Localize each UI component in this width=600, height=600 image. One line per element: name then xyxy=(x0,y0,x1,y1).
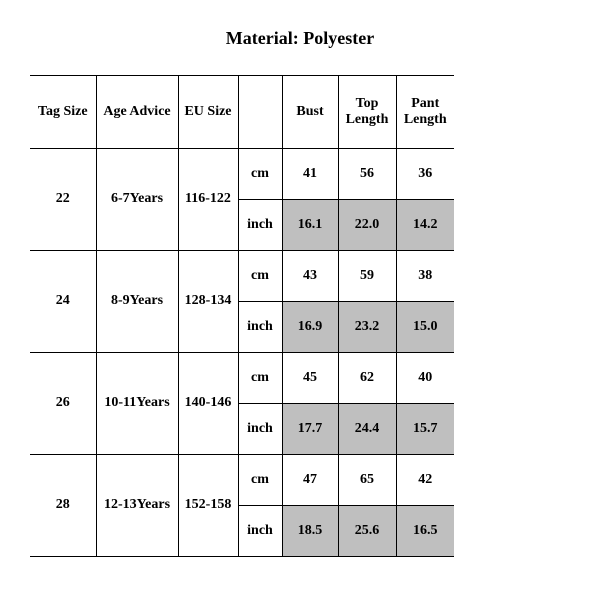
cell-unit-cm: cm xyxy=(238,251,282,302)
cell-unit-inch: inch xyxy=(238,302,282,353)
cell-tag-size: 24 xyxy=(30,251,96,353)
cell-unit-inch: inch xyxy=(238,506,282,557)
cell-eu-size: 128-134 xyxy=(178,251,238,353)
col-tag-size: Tag Size xyxy=(30,76,96,149)
cell-top: 24.4 xyxy=(338,404,396,455)
cell-bust: 47 xyxy=(282,455,338,506)
table-row: 24 8-9Years 128-134 cm 43 59 38 xyxy=(30,251,454,302)
cell-pant: 15.7 xyxy=(396,404,454,455)
cell-unit-cm: cm xyxy=(238,149,282,200)
cell-pant: 42 xyxy=(396,455,454,506)
cell-eu-size: 116-122 xyxy=(178,149,238,251)
col-top-length: Top Length xyxy=(338,76,396,149)
cell-bust: 17.7 xyxy=(282,404,338,455)
cell-tag-size: 28 xyxy=(30,455,96,557)
col-bust: Bust xyxy=(282,76,338,149)
cell-bust: 43 xyxy=(282,251,338,302)
col-pant-length: Pant Length xyxy=(396,76,454,149)
cell-pant: 15.0 xyxy=(396,302,454,353)
cell-pant: 16.5 xyxy=(396,506,454,557)
cell-top: 23.2 xyxy=(338,302,396,353)
cell-pant: 14.2 xyxy=(396,200,454,251)
table-row: 26 10-11Years 140-146 cm 45 62 40 xyxy=(30,353,454,404)
cell-eu-size: 152-158 xyxy=(178,455,238,557)
cell-top: 62 xyxy=(338,353,396,404)
cell-unit-inch: inch xyxy=(238,200,282,251)
cell-tag-size: 26 xyxy=(30,353,96,455)
cell-age-advice: 6-7Years xyxy=(96,149,178,251)
cell-top: 22.0 xyxy=(338,200,396,251)
cell-age-advice: 10-11Years xyxy=(96,353,178,455)
table-row: 22 6-7Years 116-122 cm 41 56 36 xyxy=(30,149,454,200)
cell-bust: 16.9 xyxy=(282,302,338,353)
cell-pant: 40 xyxy=(396,353,454,404)
cell-bust: 18.5 xyxy=(282,506,338,557)
page: Material: Polyester Tag Size Age Advice … xyxy=(0,0,600,600)
table-header-row: Tag Size Age Advice EU Size Bust Top Len… xyxy=(30,76,454,149)
col-eu-size: EU Size xyxy=(178,76,238,149)
cell-bust: 16.1 xyxy=(282,200,338,251)
cell-bust: 41 xyxy=(282,149,338,200)
cell-pant: 36 xyxy=(396,149,454,200)
cell-unit-cm: cm xyxy=(238,353,282,404)
size-chart-table: Tag Size Age Advice EU Size Bust Top Len… xyxy=(30,75,454,557)
col-unit-blank xyxy=(238,76,282,149)
cell-top: 65 xyxy=(338,455,396,506)
cell-unit-cm: cm xyxy=(238,455,282,506)
cell-bust: 45 xyxy=(282,353,338,404)
cell-top: 59 xyxy=(338,251,396,302)
col-age-advice: Age Advice xyxy=(96,76,178,149)
table-row: 28 12-13Years 152-158 cm 47 65 42 xyxy=(30,455,454,506)
cell-unit-inch: inch xyxy=(238,404,282,455)
cell-top: 56 xyxy=(338,149,396,200)
cell-pant: 38 xyxy=(396,251,454,302)
cell-age-advice: 8-9Years xyxy=(96,251,178,353)
cell-age-advice: 12-13Years xyxy=(96,455,178,557)
material-title: Material: Polyester xyxy=(0,28,600,49)
cell-top: 25.6 xyxy=(338,506,396,557)
cell-eu-size: 140-146 xyxy=(178,353,238,455)
cell-tag-size: 22 xyxy=(30,149,96,251)
